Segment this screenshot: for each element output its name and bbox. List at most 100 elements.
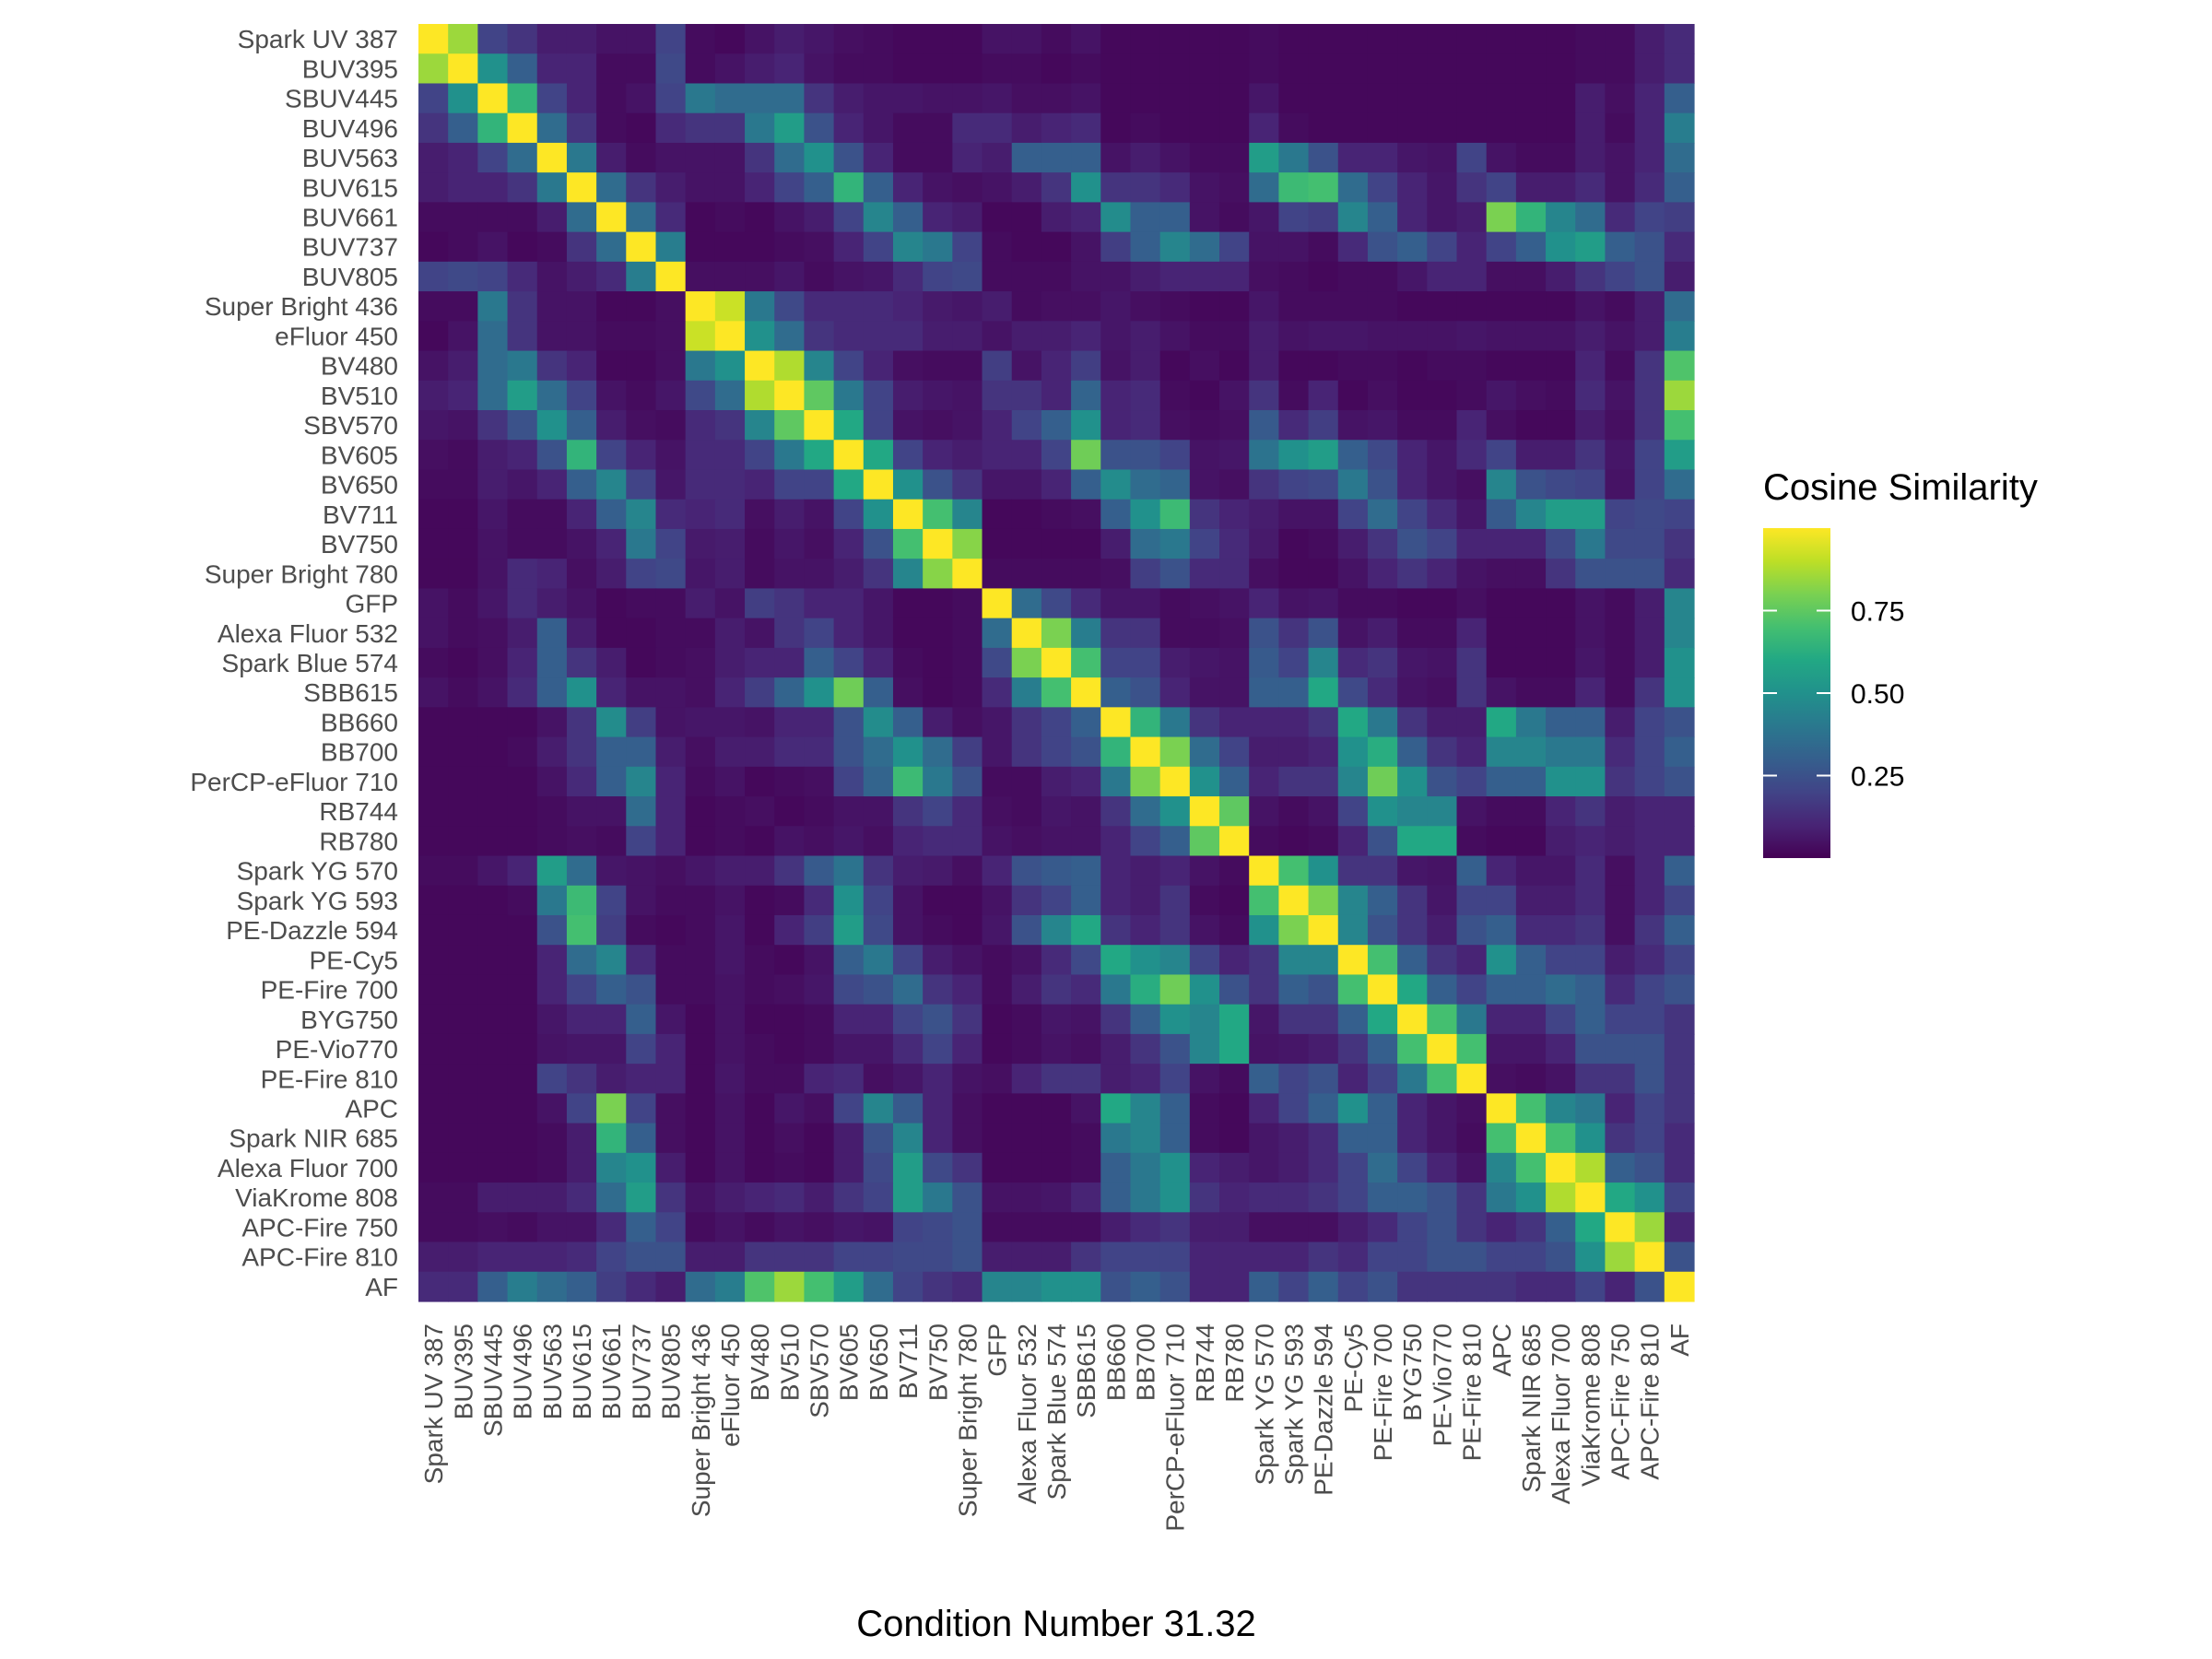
y-tick-label: BUV496 — [302, 114, 398, 143]
heatmap-cell — [596, 380, 627, 411]
x-tick-label: Spark YG 570 — [1250, 1324, 1278, 1485]
heatmap-cell — [1100, 202, 1132, 233]
heatmap-cell — [1397, 83, 1428, 114]
heatmap-cell — [804, 291, 835, 322]
heatmap-cell — [1427, 618, 1458, 649]
heatmap-cell — [1189, 528, 1220, 559]
heatmap-cell — [745, 83, 775, 114]
heatmap-cell — [1367, 707, 1398, 738]
heatmap-cell — [863, 499, 894, 530]
heatmap-cell — [1041, 885, 1072, 916]
heatmap-cell — [982, 321, 1013, 352]
heatmap-cell — [774, 142, 806, 173]
y-tick-label: APC-Fire 810 — [241, 1243, 398, 1272]
x-axis-title: Condition Number 31.32 — [856, 1604, 1256, 1644]
heatmap-cell — [1427, 796, 1458, 827]
heatmap-cell — [477, 647, 509, 678]
heatmap-cell — [1546, 1271, 1576, 1302]
heatmap-cell — [507, 202, 538, 233]
heatmap-cell — [1159, 677, 1191, 708]
heatmap-cell — [507, 945, 538, 976]
heatmap-cell — [1159, 410, 1191, 441]
heatmap-cell — [863, 885, 894, 916]
heatmap-cell — [536, 945, 568, 976]
heatmap-cell — [1367, 677, 1398, 708]
heatmap-cell — [1100, 231, 1132, 263]
heatmap-cell — [1159, 53, 1191, 85]
heatmap-cell — [1634, 1123, 1665, 1154]
heatmap-cell — [863, 112, 894, 144]
heatmap-cell — [1337, 647, 1369, 678]
heatmap-cell — [714, 677, 746, 708]
heatmap-cell — [448, 83, 478, 114]
heatmap-cell — [1486, 796, 1517, 827]
heatmap-cell — [1159, 528, 1191, 559]
heatmap-cell — [596, 1182, 627, 1213]
heatmap-cell — [1515, 172, 1547, 203]
heatmap-cell — [745, 796, 775, 827]
heatmap-cell — [685, 885, 716, 916]
heatmap-cell — [1605, 1123, 1636, 1154]
heatmap-cell — [1515, 766, 1547, 797]
heatmap-cell — [774, 736, 806, 768]
heatmap-cell — [1397, 1182, 1428, 1213]
heatmap-cell — [1130, 202, 1161, 233]
heatmap-cell — [448, 202, 478, 233]
heatmap-cell — [1159, 1004, 1191, 1035]
heatmap-cell — [1397, 736, 1428, 768]
heatmap-cell — [1219, 380, 1250, 411]
heatmap-cell — [1130, 766, 1161, 797]
heatmap-cell — [1308, 1152, 1339, 1183]
heatmap-cell — [1278, 350, 1310, 382]
heatmap-cell — [655, 1064, 687, 1094]
heatmap-cell — [892, 1033, 924, 1065]
x-tick-label: BUV615 — [568, 1324, 596, 1419]
heatmap-cell — [418, 736, 449, 768]
heatmap-cell — [1189, 1004, 1220, 1035]
heatmap-cell — [448, 1241, 478, 1273]
heatmap-cell — [596, 321, 627, 352]
heatmap-cell — [1427, 350, 1458, 382]
heatmap-cell — [1130, 885, 1161, 916]
heatmap-cell — [1041, 618, 1072, 649]
heatmap-cell — [1041, 261, 1072, 292]
heatmap-cell — [982, 647, 1013, 678]
heatmap-cell — [774, 1182, 806, 1213]
x-tick-label: BV480 — [746, 1324, 774, 1401]
heatmap-cell — [507, 1212, 538, 1243]
heatmap-cell — [596, 1241, 627, 1273]
heatmap-cell — [1337, 945, 1369, 976]
heatmap-cell — [1337, 528, 1369, 559]
heatmap-cell — [477, 410, 509, 441]
y-tick-label: Spark Blue 574 — [222, 649, 398, 677]
heatmap-cell — [1249, 618, 1279, 649]
heatmap-cell — [833, 618, 865, 649]
heatmap-cell — [833, 172, 865, 203]
heatmap-cell — [1100, 1064, 1132, 1094]
heatmap-cell — [1249, 83, 1279, 114]
heatmap-cell — [1249, 974, 1279, 1006]
heatmap-cell — [1041, 1033, 1072, 1065]
heatmap-cell — [1011, 499, 1042, 530]
heatmap-cell — [833, 142, 865, 173]
heatmap-cell — [863, 618, 894, 649]
heatmap-cell — [448, 974, 478, 1006]
heatmap-cell — [774, 974, 806, 1006]
y-tick-label: BYG750 — [300, 1006, 398, 1034]
heatmap-cell — [1130, 1004, 1161, 1035]
heatmap-cell — [982, 1093, 1013, 1124]
heatmap-cell — [418, 647, 449, 678]
heatmap-cell — [804, 885, 835, 916]
heatmap-cell — [1308, 588, 1339, 619]
heatmap-cell — [1664, 1033, 1695, 1065]
heatmap-cell — [1605, 469, 1636, 500]
heatmap-cell — [1130, 53, 1161, 85]
heatmap-cell — [596, 736, 627, 768]
heatmap-cell — [1575, 380, 1606, 411]
heatmap-cell — [714, 350, 746, 382]
heatmap-cell — [1486, 440, 1517, 471]
heatmap-cell — [774, 1064, 806, 1094]
heatmap-cell — [1546, 826, 1576, 857]
heatmap-cell — [1634, 231, 1665, 263]
heatmap-cell — [1011, 142, 1042, 173]
